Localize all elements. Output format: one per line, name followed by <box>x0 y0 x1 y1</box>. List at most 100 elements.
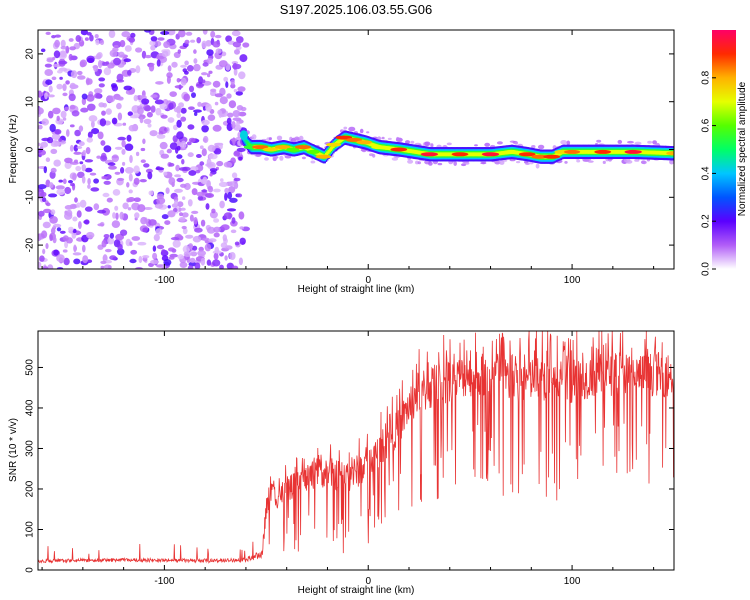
noise-blob <box>220 178 224 183</box>
noise-blob <box>54 129 62 135</box>
noise-blob <box>191 210 199 214</box>
noise-blob <box>237 38 244 43</box>
noise-blob <box>154 99 164 105</box>
ridge-band <box>473 152 476 157</box>
noise-blob <box>129 115 139 119</box>
noise-blob <box>135 65 141 74</box>
noise-blob <box>179 167 188 171</box>
noise-blob <box>218 181 228 188</box>
ridge-halo <box>560 140 568 145</box>
noise-blob <box>42 221 51 229</box>
ridge-band <box>617 150 620 154</box>
noise-blob <box>39 255 45 262</box>
noise-blob <box>193 49 197 54</box>
noise-blob <box>120 229 128 236</box>
noise-blob <box>228 186 236 194</box>
noise-blob <box>226 93 232 99</box>
ridge-halo <box>647 140 652 144</box>
noise-blob <box>145 168 153 174</box>
ridge-band <box>411 149 415 154</box>
noise-blob <box>189 166 199 172</box>
noise-blob <box>56 115 60 122</box>
noise-blob <box>188 137 196 143</box>
noise-blob <box>233 150 240 157</box>
x-tick-label: 0 <box>365 275 371 286</box>
noise-blob <box>154 203 164 209</box>
noise-blob <box>189 257 196 264</box>
ridge-band <box>614 150 618 154</box>
noise-blob <box>45 31 51 35</box>
ridge-halo <box>395 136 400 142</box>
ridge-band <box>408 149 411 153</box>
noise-blob <box>64 106 69 111</box>
noise-blob <box>195 170 201 174</box>
noise-blob <box>52 107 61 115</box>
noise-blob <box>202 30 208 35</box>
ridge-band <box>660 150 663 155</box>
ridge-band <box>618 150 621 154</box>
ridge-band <box>414 150 417 154</box>
noise-blob <box>233 89 238 93</box>
noise-blob <box>194 112 198 116</box>
noise-blob <box>50 167 57 173</box>
noise-blob <box>56 188 66 196</box>
noise-blob <box>213 188 221 193</box>
noise-blob <box>214 101 219 106</box>
ridge-band <box>501 151 504 155</box>
noise-blob <box>230 157 236 164</box>
ridge-band <box>389 146 392 151</box>
ridge-halo <box>625 160 633 164</box>
colorbar-tick-label: 0.4 <box>701 166 712 180</box>
ridge-peak <box>294 145 312 150</box>
noise-blob <box>209 173 213 177</box>
noise-blob <box>141 98 150 105</box>
ridge-band <box>437 152 440 157</box>
noise-blob <box>44 92 48 100</box>
noise-blob <box>129 155 133 163</box>
noise-blob <box>72 228 77 234</box>
noise-blob <box>237 86 246 92</box>
noise-blob <box>177 254 184 260</box>
noise-blob <box>40 48 46 53</box>
noise-blob <box>182 227 188 235</box>
ridge-peak <box>481 152 500 157</box>
ridge-band <box>475 152 478 157</box>
noise-blob <box>188 243 194 250</box>
noise-blob <box>73 144 79 152</box>
ridge-halo <box>535 163 540 169</box>
noise-blob <box>48 85 53 93</box>
noise-blob <box>158 126 168 134</box>
noise-blob <box>69 104 76 110</box>
noise-blob <box>123 58 132 63</box>
ridge-band <box>339 138 342 143</box>
noise-blob <box>238 156 243 161</box>
noise-blob <box>211 208 216 214</box>
noise-blob <box>232 41 242 48</box>
noise-blob <box>219 142 223 150</box>
noise-blob <box>49 216 58 224</box>
y-tick-label: 400 <box>25 399 36 416</box>
ridge-band <box>619 150 622 154</box>
ridge-band <box>613 150 616 154</box>
noise-blob <box>231 172 238 179</box>
ridge-band <box>444 152 448 157</box>
noise-blob <box>144 30 152 33</box>
noise-blob <box>107 237 115 245</box>
noise-blob <box>229 252 236 260</box>
noise-blob <box>53 50 61 59</box>
noise-blob <box>84 37 89 41</box>
ridge-halo <box>634 159 640 162</box>
noise-blob <box>208 238 217 243</box>
ridge-halo <box>484 142 491 147</box>
noise-blob <box>235 121 240 129</box>
ridge-halo <box>576 159 581 163</box>
noise-blob <box>124 143 134 151</box>
ridge-band <box>641 150 644 155</box>
noise-blob <box>133 165 140 174</box>
noise-blob <box>124 45 132 52</box>
ridge-band <box>622 150 625 154</box>
colorbar-label: Normalized spectral amplitude <box>737 81 748 216</box>
ridge-peak <box>624 149 642 154</box>
noise-blob <box>150 45 156 51</box>
ridge-band <box>447 152 450 157</box>
